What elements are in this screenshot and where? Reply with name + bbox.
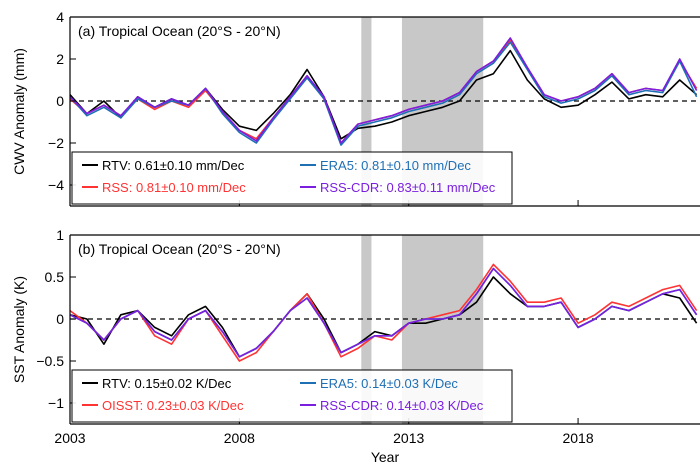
panel-label: (a) Tropical Ocean (20°S - 20°N) bbox=[78, 23, 281, 39]
panel-a: −4 −2 0 2 4 CWV Anomaly (mm) (a) Tropical Ocea… bbox=[11, 9, 700, 207]
y-tick-label: −1 bbox=[48, 395, 64, 411]
series-line-rtv bbox=[69, 49, 698, 140]
series-line-rss-cdr bbox=[69, 267, 698, 358]
x-axis-label: Year bbox=[371, 449, 400, 465]
x-tick-label: 2003 bbox=[54, 430, 85, 446]
y-tick-label: 0 bbox=[56, 311, 64, 327]
shaded-period bbox=[361, 235, 372, 424]
legend-entry: RTV: 0.15±0.02 K/Dec bbox=[102, 376, 232, 391]
y-tick-label: 1 bbox=[56, 227, 64, 243]
series-line-rss-cdr bbox=[69, 37, 698, 144]
legend-entry: RSS: 0.81±0.10 mm/Dec bbox=[102, 180, 246, 195]
legend-entry: ERA5: 0.81±0.10 mm/Dec bbox=[320, 158, 471, 173]
y-axis-label: SST Anomaly (K) bbox=[11, 276, 27, 383]
x-tick-label: 2013 bbox=[393, 430, 424, 446]
y-tick-label: 0 bbox=[56, 93, 64, 109]
legend-entry: RSS-CDR: 0.83±0.11 mm/Dec bbox=[320, 180, 496, 195]
legend-entry: OISST: 0.23±0.03 K/Dec bbox=[102, 398, 244, 413]
legend-entry: ERA5: 0.14±0.03 K/Dec bbox=[320, 376, 458, 391]
legend-entry: RSS-CDR: 0.14±0.03 K/Dec bbox=[320, 398, 484, 413]
y-tick-label: 4 bbox=[56, 9, 64, 25]
y-tick-label: 2 bbox=[56, 51, 64, 67]
legend-box bbox=[71, 151, 513, 205]
series-line-era5 bbox=[69, 41, 698, 146]
panel-label: (b) Tropical Ocean (20°S - 20°N) bbox=[78, 241, 281, 257]
x-tick-label: 2018 bbox=[562, 430, 593, 446]
series-line-oisst bbox=[69, 263, 698, 362]
shaded-period bbox=[361, 17, 372, 206]
y-tick-label: −4 bbox=[48, 177, 64, 193]
y-axis-label: CWV Anomaly (mm) bbox=[11, 48, 27, 175]
x-tick-label: 2008 bbox=[224, 430, 255, 446]
y-tick-label: −2 bbox=[48, 135, 64, 151]
y-tick-label: −0.5 bbox=[36, 353, 64, 369]
legend-box bbox=[71, 369, 513, 423]
panel-b: −1 −0.5 0 0.5 1 2003 2008 2013 2018 SST Anomaly (… bbox=[11, 227, 700, 446]
y-tick-label: 0.5 bbox=[45, 269, 65, 285]
series-line-rtv bbox=[69, 276, 698, 358]
series-line-rss bbox=[69, 39, 698, 144]
legend-entry: RTV: 0.61±0.10 mm/Dec bbox=[102, 158, 245, 173]
